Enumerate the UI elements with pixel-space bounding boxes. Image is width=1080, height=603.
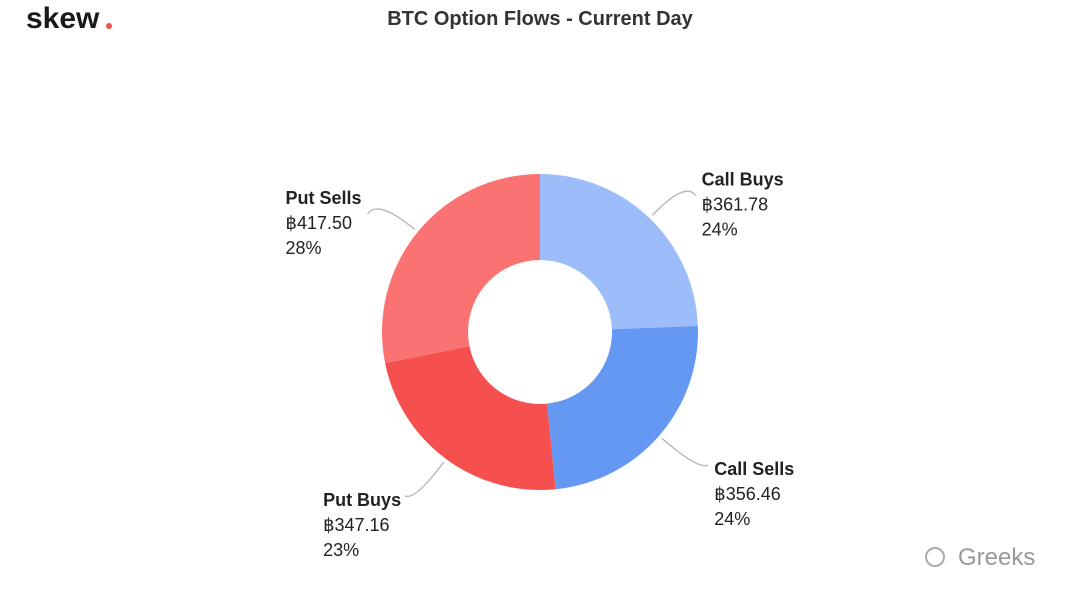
logo: skew	[26, 2, 100, 35]
slice	[382, 174, 540, 364]
percent-label: 24%	[714, 509, 750, 529]
watermark: Greeks	[958, 544, 1035, 571]
watermark-icon	[925, 547, 945, 567]
logo-dot	[106, 23, 112, 29]
slice	[540, 174, 698, 330]
connector	[651, 190, 697, 216]
connector	[404, 461, 445, 498]
slice	[385, 346, 556, 490]
percent-label: 24%	[702, 220, 738, 240]
slice-name: Put Buys	[323, 490, 401, 510]
slice-name: Call Buys	[702, 170, 784, 190]
slice-name: Call Sells	[714, 459, 794, 479]
value-label: ฿361.78	[702, 195, 769, 215]
value-label: ฿347.16	[323, 515, 390, 535]
percent-label: 23%	[323, 540, 359, 560]
percent-label: 28%	[286, 238, 322, 258]
value-label: ฿356.46	[714, 484, 781, 504]
connector	[661, 437, 709, 467]
connector	[366, 208, 416, 230]
value-label: ฿417.50	[286, 213, 353, 233]
slice-name: Put Sells	[286, 188, 362, 208]
slice	[547, 326, 698, 490]
chart-title: BTC Option Flows - Current Day	[387, 8, 693, 30]
